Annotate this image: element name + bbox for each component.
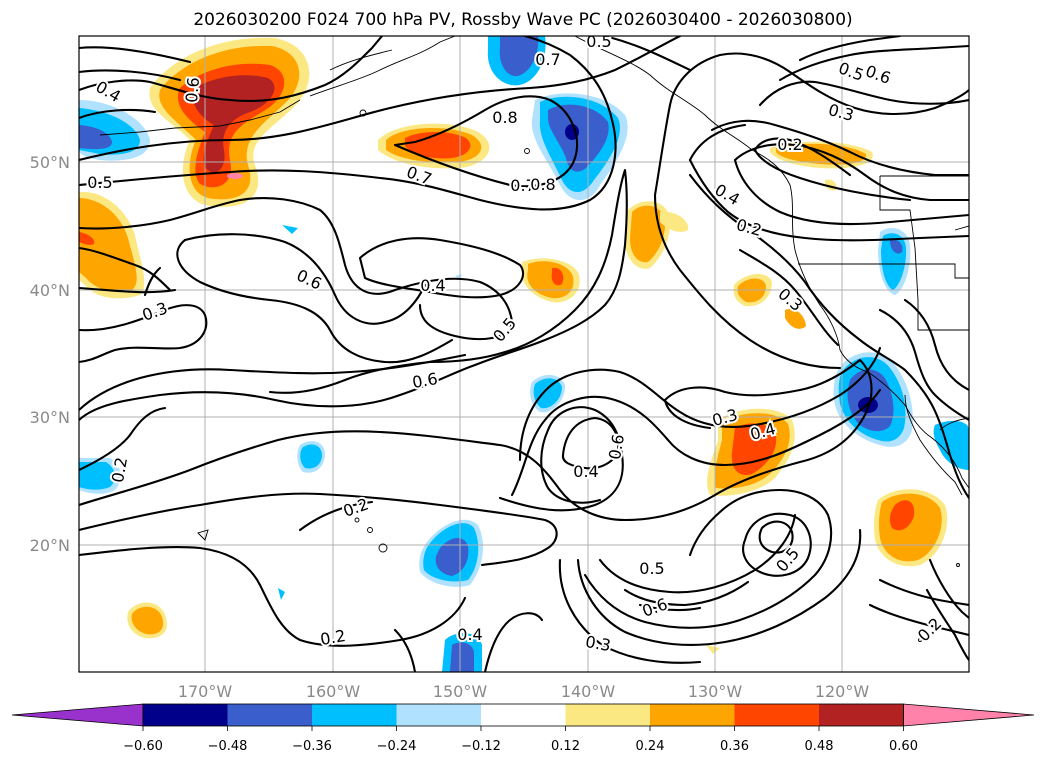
colorbar-tick-label: −0.12 [461, 739, 501, 754]
colorbar-tick-label: 0.60 [889, 739, 918, 754]
contour-label: 0.5 [639, 559, 664, 578]
contour-label: 0.4 [457, 625, 482, 644]
contour-label: 0.2 [777, 135, 802, 154]
contour-label: 0.8 [530, 175, 555, 194]
lon-label: 170°W [178, 682, 233, 701]
pv-contours [79, 36, 969, 672]
colorbar-segment [481, 704, 566, 726]
colorbar-segment [819, 704, 904, 726]
lon-label: 160°W [306, 682, 361, 701]
lon-label: 120°W [815, 682, 870, 701]
contour-label: 0.4 [420, 276, 445, 295]
figure-title: 2026030200 F024 700 hPa PV, Rossby Wave … [193, 10, 852, 30]
colorbar-extend-high [903, 703, 1035, 727]
colorbar-tick-labels: −0.60 −0.48 −0.36 −0.24 −0.12 0.12 0.24 0.36 0.4… [123, 726, 918, 754]
colorbar [11, 703, 1035, 727]
colorbar-outline [142, 703, 904, 727]
lat-label: 50°N [30, 153, 70, 172]
colorbar-tick-label: −0.48 [208, 739, 248, 754]
lat-label: 40°N [30, 281, 70, 300]
colorbar-tick-label: −0.60 [123, 739, 163, 754]
colorbar-segment [650, 704, 735, 726]
latitude-labels: 50°N 40°N 30°N 20°N [30, 153, 70, 555]
colorbar-segment [312, 704, 397, 726]
longitude-labels: 170°W 160°W 150°W 140°W 130°W 120°W [178, 682, 870, 701]
lon-label: 150°W [433, 682, 488, 701]
lat-label: 30°N [30, 408, 70, 427]
map-panel: 0.70.80.70.50.40.50.60.70.30.20.50.60.80… [78, 32, 970, 673]
contour-label: 0.7 [535, 50, 560, 69]
colorbar-tick-label: 0.48 [805, 739, 834, 754]
colorbar-tick-label: 0.36 [720, 739, 749, 754]
colorbar-tick-label: −0.24 [377, 739, 417, 754]
contour-label: 0.7 [510, 176, 535, 195]
contour-label: 0.5 [586, 32, 611, 51]
positive-anomaly-nw [149, 37, 310, 207]
colorbar-segment [143, 704, 228, 726]
colorbar-tick-label: −0.36 [292, 739, 332, 754]
lon-label: 140°W [561, 682, 616, 701]
colorbar-tick-label: 0.12 [551, 739, 580, 754]
contour-label: 0.4 [573, 462, 598, 481]
lon-label: 130°W [688, 682, 743, 701]
colorbar-segment [734, 704, 820, 726]
colorbar-segment [227, 704, 313, 726]
colorbar-extend-low [11, 703, 144, 727]
contour-label: 0.5 [87, 173, 112, 192]
lat-label: 20°N [30, 536, 70, 555]
graticule [79, 36, 969, 672]
colorbar-tick-label: 0.24 [636, 739, 665, 754]
colorbar-segment [565, 704, 651, 726]
colorbar-segment [396, 704, 482, 726]
contour-label: 0.6 [182, 76, 203, 103]
contour-label: 0.8 [492, 108, 517, 127]
map-frame [78, 35, 970, 673]
